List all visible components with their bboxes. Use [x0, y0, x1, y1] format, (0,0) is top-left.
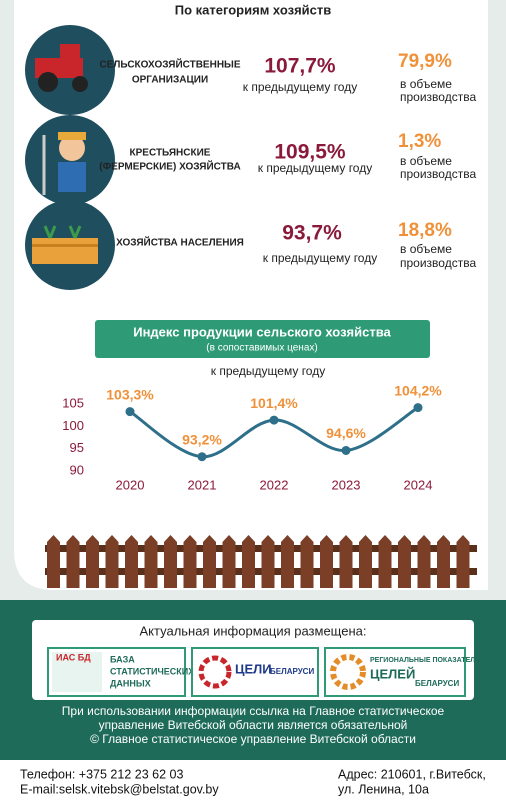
share-caption: производства	[400, 167, 476, 181]
fence-picket	[66, 535, 80, 588]
logo-text: ЦЕЛЕЙ	[370, 666, 415, 681]
fence-picket	[86, 535, 99, 588]
fence-picket	[222, 535, 236, 588]
fence-picket	[242, 535, 255, 588]
logo-text: БЕЛАРУСИ	[415, 679, 459, 688]
logo-text: СТАТИСТИЧЕСКИХ	[110, 666, 194, 676]
footer-note: При использовании информации ссылка на Г…	[62, 704, 445, 718]
fence-picket	[105, 535, 119, 588]
share-value: 1,3%	[398, 131, 441, 152]
fence-picket	[417, 535, 431, 588]
logo-ias[interactable]: ИАС БД БАЗА СТАТИСТИЧЕСКИХ ДАННЫХ	[47, 647, 194, 697]
fence-picket	[398, 535, 411, 588]
x-tick-label: 2022	[260, 477, 289, 492]
share-caption: производства	[400, 256, 476, 270]
y-tick-label: 100	[62, 418, 84, 433]
y-axis-label: к предыдущему году	[211, 364, 325, 378]
contact-text: Адрес: 210601, г.Витебск,	[338, 767, 486, 781]
logo-regional[interactable]: РЕГИОНАЛЬНЫЕ ПОКАЗАТЕЛИ ЦЕЛЕЙ БЕЛАРУСИ	[324, 647, 480, 697]
chart-subtitle: (в сопоставимых ценах)	[206, 343, 317, 354]
fence-picket	[359, 535, 372, 588]
fence-picket	[47, 535, 60, 588]
index-value: 93,7%	[282, 222, 342, 245]
share-caption: в объеме	[400, 77, 452, 91]
share-caption: производства	[400, 90, 476, 104]
fence	[45, 535, 477, 588]
fence-picket	[378, 535, 392, 588]
data-label: 104,2%	[394, 382, 442, 398]
icon-garden	[25, 200, 115, 290]
footer-note: © Главное статистическое управление Вите…	[90, 732, 416, 746]
x-tick-label: 2023	[332, 477, 361, 492]
fence-picket	[164, 535, 177, 588]
logo-text: ДАННЫХ	[110, 678, 151, 688]
logo-text: БАЗА	[110, 654, 135, 664]
fence-picket	[203, 535, 216, 588]
category-name: КРЕСТЬЯНСКИЕ	[130, 148, 211, 159]
y-tick-label: 105	[62, 395, 84, 410]
point	[341, 445, 351, 455]
y-tick-label: 95	[70, 440, 84, 455]
point	[125, 407, 135, 417]
fence-picket	[261, 535, 275, 588]
fence-picket	[300, 535, 314, 588]
point	[197, 452, 207, 462]
data-label: 94,6%	[326, 425, 366, 441]
data-label: 93,2%	[182, 431, 222, 447]
x-tick-label: 2020	[116, 477, 145, 492]
point	[413, 403, 423, 413]
share-caption: в объеме	[400, 154, 452, 168]
fence-picket	[125, 535, 138, 588]
index-caption: к предыдущему году	[258, 161, 372, 175]
line-chart: 90 95 100 105 103,3% 2020 93,2% 2021 101,4% 2022 9…	[62, 382, 442, 492]
index-caption: к предыдущему году	[263, 251, 377, 265]
chart-title-box	[95, 320, 430, 358]
share-caption: в объеме	[400, 242, 452, 256]
header-title: По категориям хозяйств	[175, 2, 331, 17]
data-label: 103,3%	[106, 386, 154, 402]
icon-farmer	[25, 115, 115, 205]
contact-text[interactable]: E-mail:selsk.vitebsk@belstat.gov.by	[20, 782, 219, 796]
index-caption: к предыдущему году	[243, 80, 357, 94]
contact-text: ул. Ленина, 10а	[338, 782, 429, 796]
chart-title: Индекс продукции сельского хозяйства	[133, 324, 391, 339]
share-value: 18,8%	[398, 220, 452, 241]
logo-text: ЦЕЛИ	[235, 661, 272, 676]
point	[269, 415, 279, 425]
index-value: 109,5%	[274, 141, 346, 164]
category-name: ОРГАНИЗАЦИИ	[132, 75, 208, 86]
fence-picket	[339, 535, 353, 588]
fence-picket	[144, 535, 158, 588]
footer-note: управление Витебской области является об…	[99, 718, 408, 732]
x-tick-label: 2024	[404, 477, 433, 492]
fence-picket	[281, 535, 294, 588]
contact-text: Телефон: +375 212 23 62 03	[20, 767, 183, 781]
icon-tractor	[25, 25, 115, 115]
logo-text: БЕЛАРУСИ	[270, 667, 314, 676]
fence-picket	[437, 535, 450, 588]
x-tick-label: 2021	[188, 477, 217, 492]
category-name: ХОЗЯЙСТВА НАСЕЛЕНИЯ	[116, 236, 244, 249]
fence-picket	[456, 535, 470, 588]
fence-picket	[183, 535, 197, 588]
data-label: 101,4%	[250, 395, 298, 411]
fence-picket	[320, 535, 333, 588]
share-value: 79,9%	[398, 51, 452, 72]
index-value: 107,7%	[264, 55, 336, 78]
links-title: Актуальная информация размещена:	[140, 623, 367, 638]
contacts-band	[0, 760, 506, 800]
y-tick-label: 90	[70, 462, 84, 477]
fence-rail	[45, 568, 477, 575]
logo-goals[interactable]: ЦЕЛИ БЕЛАРУСИ	[191, 647, 319, 697]
logo-text: РЕГИОНАЛЬНЫЕ ПОКАЗАТЕЛИ	[370, 657, 480, 664]
category-name: (ФЕРМЕРСКИЕ) ХОЗЯЙСТВА	[99, 160, 240, 173]
fence-rail	[45, 545, 477, 552]
logo-text: ИАС БД	[56, 652, 91, 662]
category-name: СЕЛЬСКОХОЗЯЙСТВЕННЫЕ	[99, 58, 240, 71]
